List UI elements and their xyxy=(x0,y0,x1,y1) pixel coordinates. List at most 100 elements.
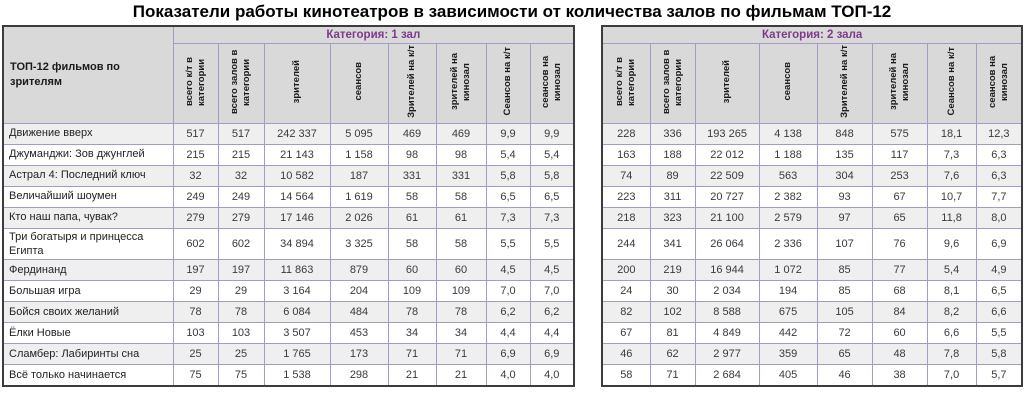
value-cell: 65 xyxy=(871,206,928,229)
value-cell: 7,3 xyxy=(529,206,575,229)
value-cell: 32 xyxy=(172,164,219,187)
value-cell: 1 158 xyxy=(329,143,389,166)
value-cell: 7,0 xyxy=(485,280,531,303)
rotated-header-label: Сеансов на к/т xyxy=(945,47,957,116)
value-cell: 103 xyxy=(217,322,265,345)
value-cell: 253 xyxy=(871,164,928,187)
value-cell: 74 xyxy=(601,164,651,187)
value-cell: 25 xyxy=(172,343,219,366)
category-1-hall-table: ТОП-12 фильмов по зрителям Категория: 1 … xyxy=(2,25,576,387)
film-name-cell: Астрал 4: Последний ключ xyxy=(2,164,174,187)
value-cell: 78 xyxy=(217,301,265,324)
value-cell: 228 xyxy=(601,122,651,145)
value-cell: 5,4 xyxy=(926,259,977,282)
value-cell: 331 xyxy=(387,164,437,187)
value-cell: 21 100 xyxy=(694,206,760,229)
value-cell: 84 xyxy=(871,301,928,324)
value-cell: 7,6 xyxy=(926,164,977,187)
metric-column-header: сеансов на кинозал xyxy=(529,42,575,124)
value-cell: 16 944 xyxy=(694,259,760,282)
value-cell: 8 588 xyxy=(694,301,760,324)
value-cell: 200 xyxy=(601,259,651,282)
value-cell: 6,2 xyxy=(485,301,531,324)
value-cell: 3 325 xyxy=(329,227,389,261)
table-row: 46 62 2 977 359 65 48 7,8 5,8 xyxy=(601,343,1023,366)
value-cell: 76 xyxy=(871,227,928,261)
value-cell: 1 538 xyxy=(263,364,331,387)
table-row: 244 341 26 064 2 336 107 76 9,6 6,9 xyxy=(601,227,1023,261)
value-cell: 98 xyxy=(387,143,437,166)
value-cell: 34 xyxy=(387,322,437,345)
metric-column-header: всего залов в категории xyxy=(649,42,696,124)
value-cell: 71 xyxy=(649,364,696,387)
table-row: Кто наш папа, чувак? 279 279 17 146 2 026 61 6… xyxy=(2,206,575,229)
metric-column-header: всего залов в категории xyxy=(217,42,265,124)
film-name-cell: Джуманджи: Зов джунглей xyxy=(2,143,174,166)
value-cell: 135 xyxy=(816,143,873,166)
table-row: 24 30 2 034 194 85 68 8,1 6,5 xyxy=(601,280,1023,303)
value-cell: 249 xyxy=(172,185,219,208)
value-cell: 188 xyxy=(649,143,696,166)
value-cell: 3 507 xyxy=(263,322,331,345)
value-cell: 46 xyxy=(601,343,651,366)
film-name-cell: Три богатыря и принцесса Египта xyxy=(2,227,174,261)
value-cell: 46 xyxy=(816,364,873,387)
value-cell: 60 xyxy=(387,259,437,282)
value-cell: 7,3 xyxy=(926,143,977,166)
value-cell: 60 xyxy=(871,322,928,345)
value-cell: 6,5 xyxy=(485,185,531,208)
value-cell: 469 xyxy=(435,122,487,145)
value-cell: 58 xyxy=(601,364,651,387)
metric-column-header: Зрителей на к/т xyxy=(816,42,873,124)
value-cell: 2 382 xyxy=(758,185,818,208)
table-row: 200 219 16 944 1 072 85 77 5,4 4,9 xyxy=(601,259,1023,282)
value-cell: 21 xyxy=(387,364,437,387)
value-cell: 331 xyxy=(435,164,487,187)
rotated-header-label: зрителей на кинозал xyxy=(449,53,472,110)
rotated-header-label: Сеансов на к/т xyxy=(502,47,514,116)
value-cell: 10 582 xyxy=(263,164,331,187)
value-cell: 6,3 xyxy=(975,143,1023,166)
value-cell: 60 xyxy=(435,259,487,282)
value-cell: 5,5 xyxy=(975,322,1023,345)
value-cell: 469 xyxy=(387,122,437,145)
metric-column-header: зрителей xyxy=(694,42,760,124)
value-cell: 7,0 xyxy=(529,280,575,303)
value-cell: 7,3 xyxy=(485,206,531,229)
value-cell: 58 xyxy=(435,185,487,208)
rotated-header-label: сеансов xyxy=(353,62,365,101)
value-cell: 2 336 xyxy=(758,227,818,261)
value-cell: 48 xyxy=(871,343,928,366)
value-cell: 21 xyxy=(435,364,487,387)
metric-column-header: зрителей на кинозал xyxy=(871,42,928,124)
value-cell: 879 xyxy=(329,259,389,282)
value-cell: 6,9 xyxy=(529,343,575,366)
value-cell: 58 xyxy=(435,227,487,261)
metric-column-header: зрителей на кинозал xyxy=(435,42,487,124)
value-cell: 304 xyxy=(816,164,873,187)
rotated-header-label: всего залов в категории xyxy=(229,49,252,114)
value-cell: 1 765 xyxy=(263,343,331,366)
value-cell: 72 xyxy=(816,322,873,345)
value-cell: 4,4 xyxy=(529,322,575,345)
value-cell: 4,5 xyxy=(529,259,575,282)
table-row: 163 188 22 012 1 188 135 117 7,3 6,3 xyxy=(601,143,1023,166)
tables-container: ТОП-12 фильмов по зрителям Категория: 1 … xyxy=(0,25,1024,387)
value-cell: 5,5 xyxy=(529,227,575,261)
rotated-header-label: сеансов xyxy=(782,62,794,101)
value-cell: 204 xyxy=(329,280,389,303)
value-cell: 163 xyxy=(601,143,651,166)
value-cell: 22 012 xyxy=(694,143,760,166)
value-cell: 81 xyxy=(649,322,696,345)
value-cell: 65 xyxy=(816,343,873,366)
value-cell: 32 xyxy=(217,164,265,187)
value-cell: 77 xyxy=(871,259,928,282)
value-cell: 89 xyxy=(649,164,696,187)
value-cell: 4,0 xyxy=(485,364,531,387)
value-cell: 193 265 xyxy=(694,122,760,145)
table-row: Всё только начинается 75 75 1 538 298 21 21 4,0… xyxy=(2,364,575,387)
value-cell: 336 xyxy=(649,122,696,145)
value-cell: 5,7 xyxy=(975,364,1023,387)
value-cell: 78 xyxy=(387,301,437,324)
value-cell: 1 619 xyxy=(329,185,389,208)
